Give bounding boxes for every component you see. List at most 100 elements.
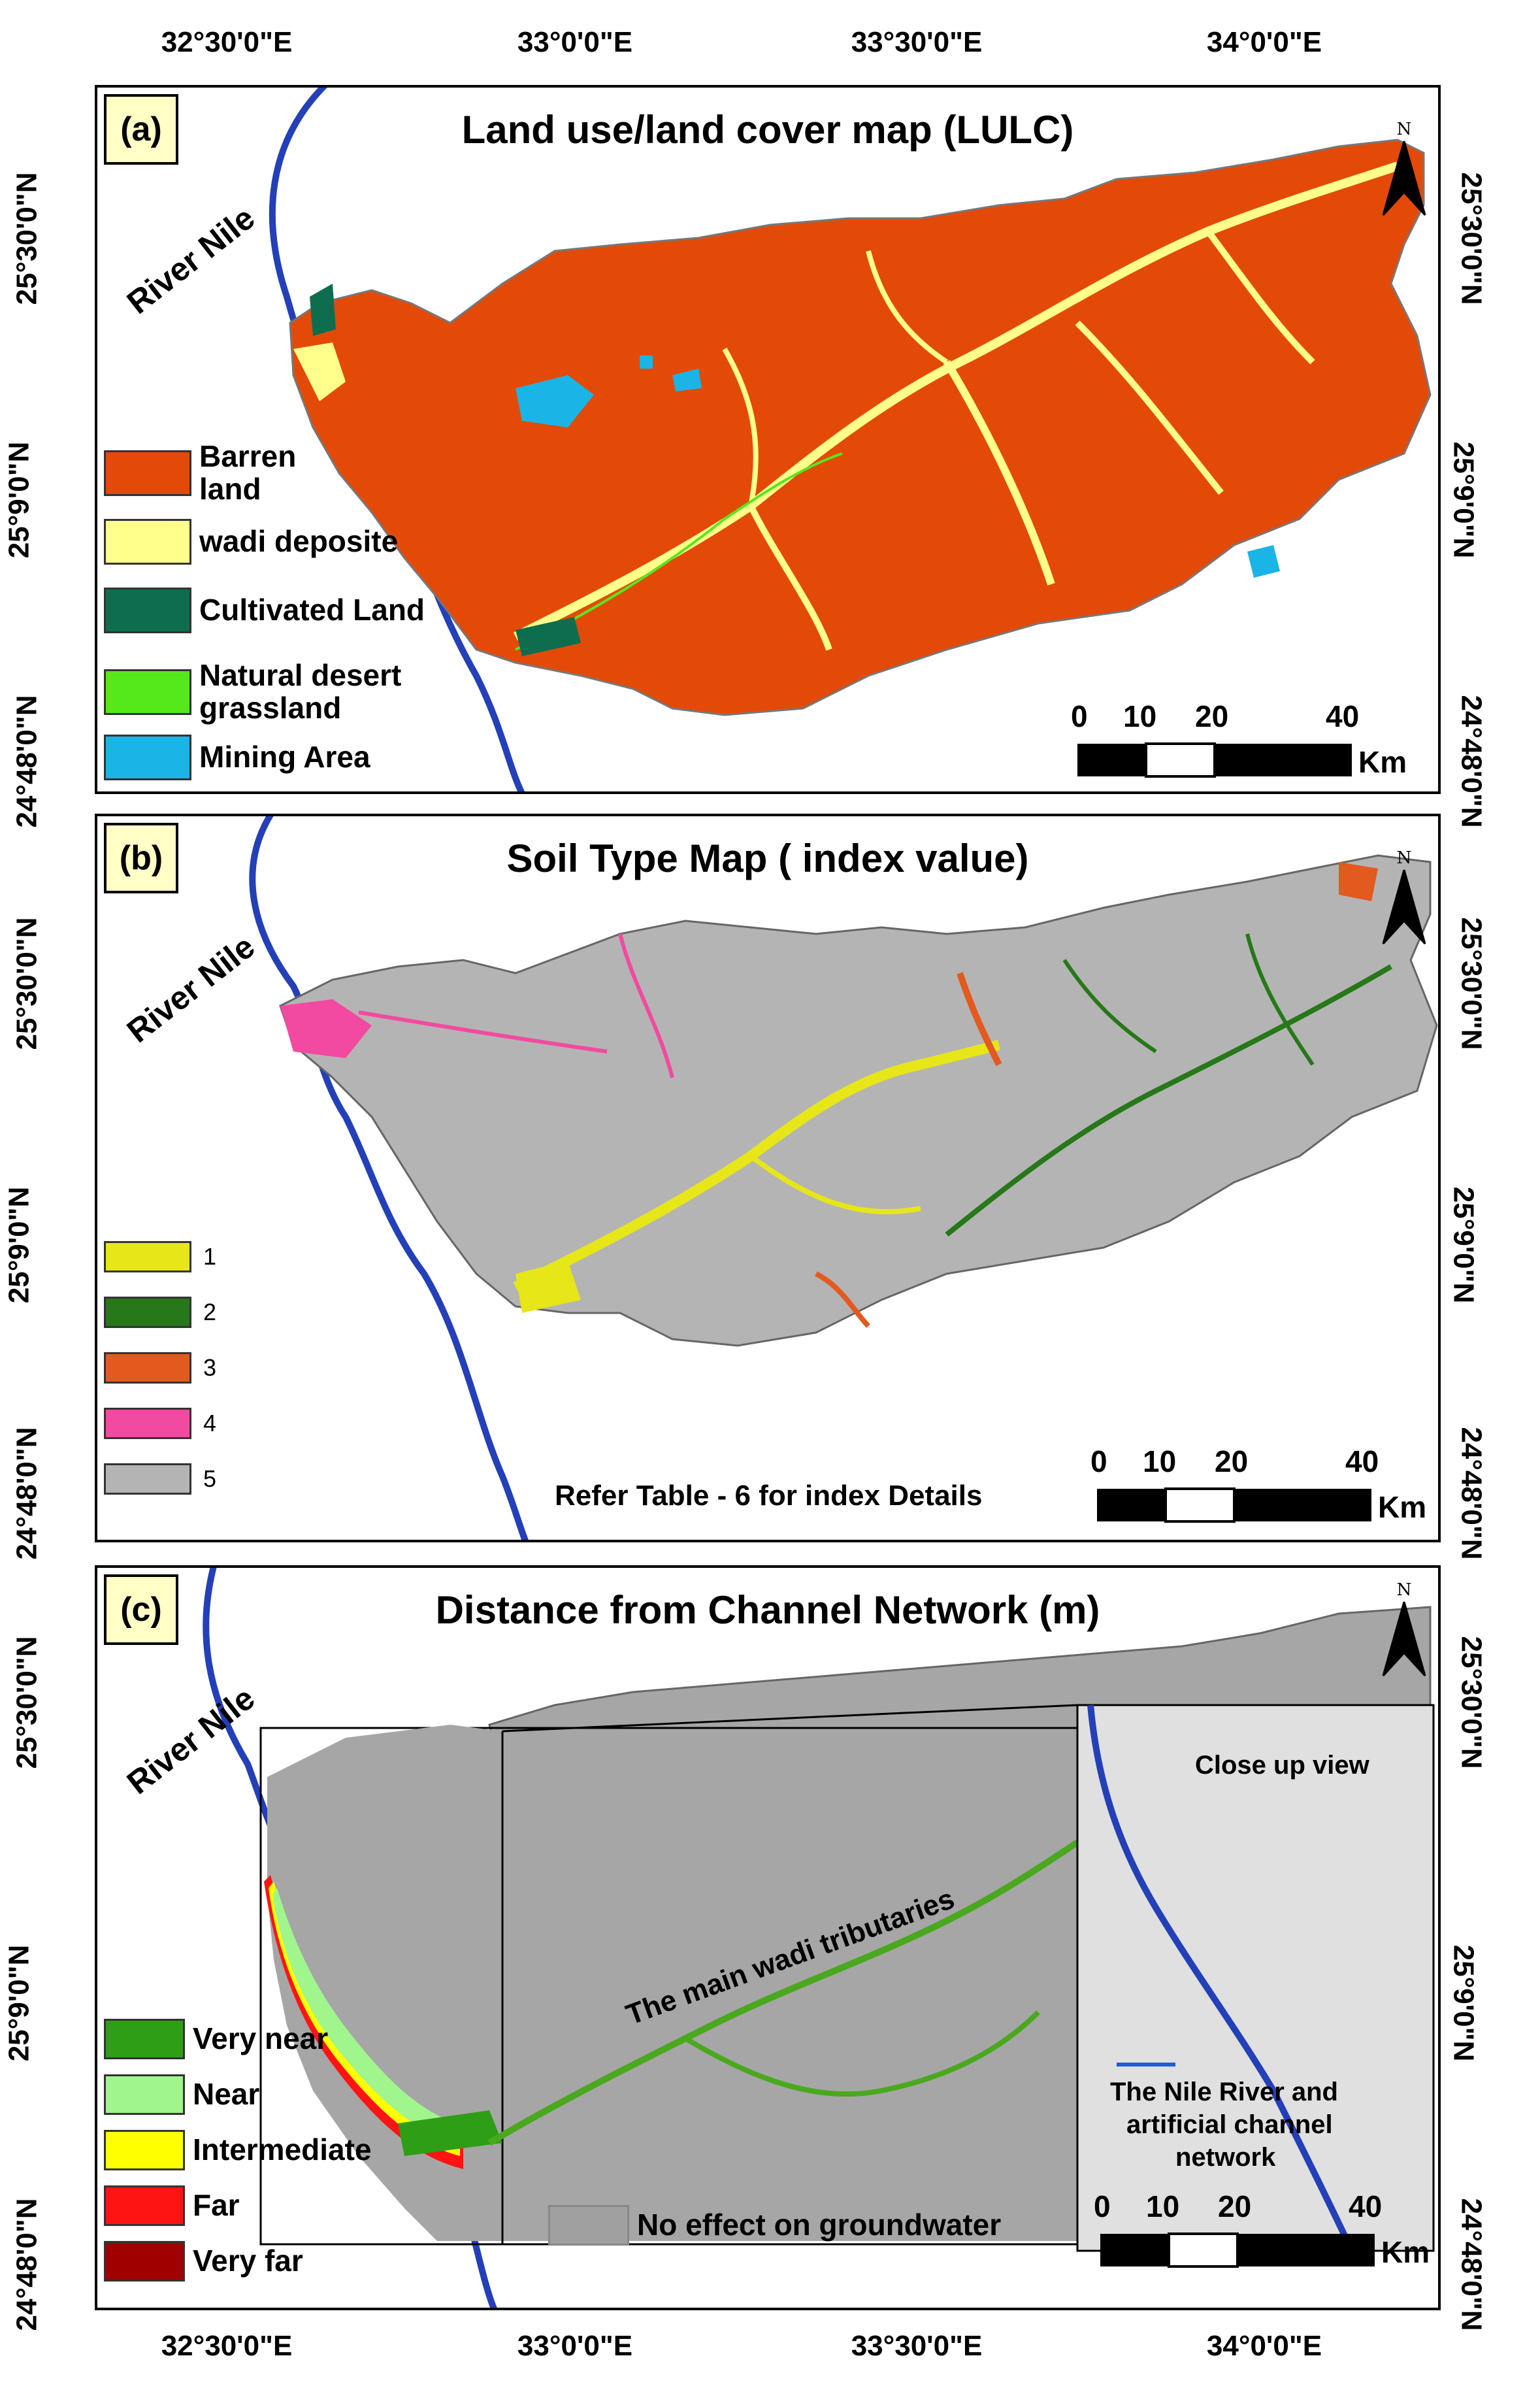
inset-caption-line3: network bbox=[1175, 2143, 1276, 2172]
closeup-label: Close up view bbox=[1195, 1751, 1369, 1780]
legend-b-swatch-5 bbox=[104, 1463, 191, 1495]
inset-caption-line1: The Nile River and bbox=[1110, 2078, 1338, 2106]
scale-bar-a bbox=[1077, 742, 1352, 778]
legend-c-no-effect: No effect on groundwater bbox=[548, 2205, 1001, 2246]
right-tick-a-3: 24°48'0"N bbox=[1455, 695, 1488, 828]
legend-b-label-3: 3 bbox=[203, 1354, 217, 1381]
right-tick-a-1: 25°30'0"N bbox=[1455, 172, 1488, 305]
legend-b-swatch-2 bbox=[104, 1297, 191, 1328]
legend-a-wadi: wadi deposite bbox=[104, 519, 398, 565]
legend-b-label-5: 5 bbox=[203, 1465, 217, 1492]
right-tick-a-2: 25°9'0"N bbox=[1447, 441, 1480, 559]
north-arrow-icon-c: N bbox=[1382, 1581, 1426, 1677]
legend-c-label-near: Near bbox=[193, 2077, 260, 2112]
legend-a-mining-label: Mining Area bbox=[199, 740, 370, 774]
panel-a-label: (a) bbox=[104, 94, 178, 165]
legend-c-label-very-far: Very far bbox=[193, 2244, 303, 2278]
legend-a-swatch-cultivated bbox=[104, 588, 191, 633]
legend-b-swatch-4 bbox=[104, 1408, 191, 1439]
right-tick-b-3: 24°48'0"N bbox=[1455, 1427, 1488, 1560]
left-tick-a-2: 25°9'0"N bbox=[3, 441, 35, 559]
legend-c-swatch-far bbox=[104, 2185, 185, 2226]
right-tick-b-2: 25°9'0"N bbox=[1447, 1186, 1480, 1304]
scale-c-tick-0: 0 bbox=[1094, 2189, 1111, 2223]
scale-a-tick-0: 0 bbox=[1071, 699, 1088, 733]
legend-a-barren-line2: land bbox=[199, 471, 261, 506]
legend-b-3: 3 bbox=[104, 1352, 216, 1384]
panel-b-map: (b) Soil Type Map ( index value) River N… bbox=[95, 814, 1441, 1542]
legend-c-swatch-very-near bbox=[104, 2019, 185, 2059]
scale-c-tick-10: 10 bbox=[1146, 2189, 1180, 2223]
legend-c-swatch-near bbox=[104, 2074, 185, 2115]
left-tick-c-1: 25°30'0"N bbox=[10, 1636, 43, 1769]
legend-b-label-1: 1 bbox=[203, 1243, 217, 1270]
legend-c-label-no-effect: No effect on groundwater bbox=[637, 2208, 1002, 2242]
top-tick-2: 33°0'0"E bbox=[517, 26, 633, 58]
scale-a-unit: Km bbox=[1358, 745, 1407, 779]
scale-b-tick-40: 40 bbox=[1345, 1444, 1379, 1478]
legend-b-2: 2 bbox=[104, 1297, 216, 1328]
scale-b-tick-0: 0 bbox=[1090, 1444, 1107, 1478]
legend-a-mining: Mining Area bbox=[104, 735, 370, 780]
panel-a-map: (a) Land use/land cover map (LULC) River… bbox=[95, 85, 1441, 794]
north-arrow-a-label: N bbox=[1397, 120, 1412, 139]
scale-b-unit: Km bbox=[1378, 1490, 1427, 1524]
panel-b-label: (b) bbox=[104, 823, 178, 893]
left-tick-b-2: 25°9'0"N bbox=[3, 1186, 35, 1304]
panel-b-title: Soil Type Map ( index value) bbox=[506, 837, 1029, 880]
legend-a-cultivated-label: Cultivated Land bbox=[199, 593, 425, 627]
panel-c-map: (c) Distance from Channel Network (m) Ri… bbox=[95, 1565, 1441, 2310]
north-arrow-c-label: N bbox=[1397, 1581, 1412, 1600]
legend-c-far: Far bbox=[104, 2185, 240, 2226]
top-tick-1: 32°30'0"E bbox=[161, 26, 293, 58]
right-tick-b-1: 25°30'0"N bbox=[1455, 917, 1488, 1050]
left-tick-b-1: 25°30'0"N bbox=[10, 917, 43, 1050]
legend-a-wadi-label: wadi deposite bbox=[199, 524, 399, 559]
scale-b-tick-20: 20 bbox=[1215, 1444, 1249, 1478]
legend-c-label-very-near: Very near bbox=[193, 2021, 329, 2056]
legend-a-barren: Barren land bbox=[104, 440, 296, 505]
legend-b-swatch-3 bbox=[104, 1352, 191, 1384]
bottom-tick-1: 32°30'0"E bbox=[161, 2330, 293, 2362]
panel-b-note: Refer Table - 6 for index Details bbox=[555, 1480, 983, 1512]
legend-c-swatch-very-far bbox=[104, 2241, 185, 2282]
legend-a-grassland-line1: Natural desert bbox=[199, 658, 402, 692]
legend-b-5: 5 bbox=[104, 1463, 216, 1495]
legend-a-swatch-grassland bbox=[104, 669, 191, 715]
bottom-tick-2: 33°0'0"E bbox=[517, 2330, 633, 2362]
legend-a-cultivated: Cultivated Land bbox=[104, 588, 425, 633]
legend-c-very-far: Very far bbox=[104, 2241, 303, 2282]
legend-c-swatch-no-effect bbox=[548, 2205, 629, 2246]
scale-a-tick-10: 10 bbox=[1123, 699, 1157, 733]
panel-b-map-canvas bbox=[249, 816, 1438, 1540]
bottom-tick-4: 34°0'0"E bbox=[1206, 2330, 1322, 2362]
scale-bar-b bbox=[1097, 1487, 1371, 1523]
left-tick-c-3: 24°48'0"N bbox=[10, 2198, 43, 2331]
legend-a-swatch-wadi bbox=[104, 519, 191, 565]
legend-c-label-intermediate: Intermediate bbox=[193, 2133, 372, 2167]
top-tick-4: 34°0'0"E bbox=[1206, 26, 1322, 58]
legend-a-grassland-line2: grassland bbox=[199, 690, 342, 725]
legend-b-label-2: 2 bbox=[203, 1299, 217, 1325]
legend-b-4: 4 bbox=[104, 1408, 216, 1439]
legend-c-near: Near bbox=[104, 2074, 259, 2115]
panel-c-map-canvas bbox=[203, 1568, 1435, 2308]
bottom-tick-3: 33°30'0"E bbox=[851, 2330, 983, 2362]
scale-a-tick-40: 40 bbox=[1326, 699, 1360, 733]
left-tick-a-1: 25°30'0"N bbox=[10, 172, 43, 305]
scale-c-tick-20: 20 bbox=[1218, 2189, 1252, 2223]
right-tick-c-3: 24°48'0"N bbox=[1455, 2198, 1488, 2331]
legend-c-intermediate: Intermediate bbox=[104, 2130, 372, 2170]
north-arrow-b-label: N bbox=[1397, 849, 1412, 868]
legend-b-swatch-1 bbox=[104, 1241, 191, 1272]
right-tick-c-2: 25°9'0"N bbox=[1447, 1944, 1480, 2062]
north-arrow-icon-b: N bbox=[1382, 849, 1426, 945]
legend-c-very-near: Very near bbox=[104, 2019, 328, 2059]
scale-b-tick-10: 10 bbox=[1143, 1444, 1177, 1478]
legend-c-label-far: Far bbox=[193, 2188, 240, 2223]
legend-b-1: 1 bbox=[104, 1241, 216, 1272]
legend-a-grassland: Natural desert grassland bbox=[104, 659, 401, 724]
right-tick-c-1: 25°30'0"N bbox=[1455, 1636, 1488, 1769]
panel-a-title: Land use/land cover map (LULC) bbox=[461, 108, 1074, 152]
legend-b-label-4: 4 bbox=[203, 1410, 217, 1436]
